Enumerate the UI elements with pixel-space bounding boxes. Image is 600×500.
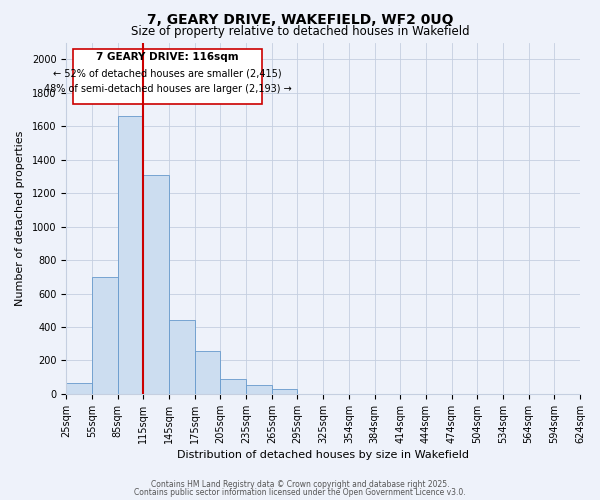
- Bar: [246, 386, 272, 394]
- Text: 7 GEARY DRIVE: 116sqm: 7 GEARY DRIVE: 116sqm: [96, 52, 239, 62]
- Text: Contains public sector information licensed under the Open Government Licence v3: Contains public sector information licen…: [134, 488, 466, 497]
- FancyBboxPatch shape: [73, 49, 262, 104]
- Bar: [66, 383, 92, 394]
- Bar: [92, 277, 118, 394]
- Text: Size of property relative to detached houses in Wakefield: Size of property relative to detached ho…: [131, 25, 469, 38]
- Bar: [220, 379, 246, 394]
- X-axis label: Distribution of detached houses by size in Wakefield: Distribution of detached houses by size …: [177, 450, 469, 460]
- Y-axis label: Number of detached properties: Number of detached properties: [15, 130, 25, 306]
- Bar: [118, 116, 143, 394]
- Bar: [272, 390, 298, 394]
- Text: ← 52% of detached houses are smaller (2,415): ← 52% of detached houses are smaller (2,…: [53, 68, 282, 78]
- Text: 48% of semi-detached houses are larger (2,193) →: 48% of semi-detached houses are larger (…: [44, 84, 292, 94]
- Bar: [143, 174, 169, 394]
- Text: 7, GEARY DRIVE, WAKEFIELD, WF2 0UQ: 7, GEARY DRIVE, WAKEFIELD, WF2 0UQ: [147, 12, 453, 26]
- Bar: [195, 352, 220, 394]
- Bar: [169, 320, 195, 394]
- Text: Contains HM Land Registry data © Crown copyright and database right 2025.: Contains HM Land Registry data © Crown c…: [151, 480, 449, 489]
